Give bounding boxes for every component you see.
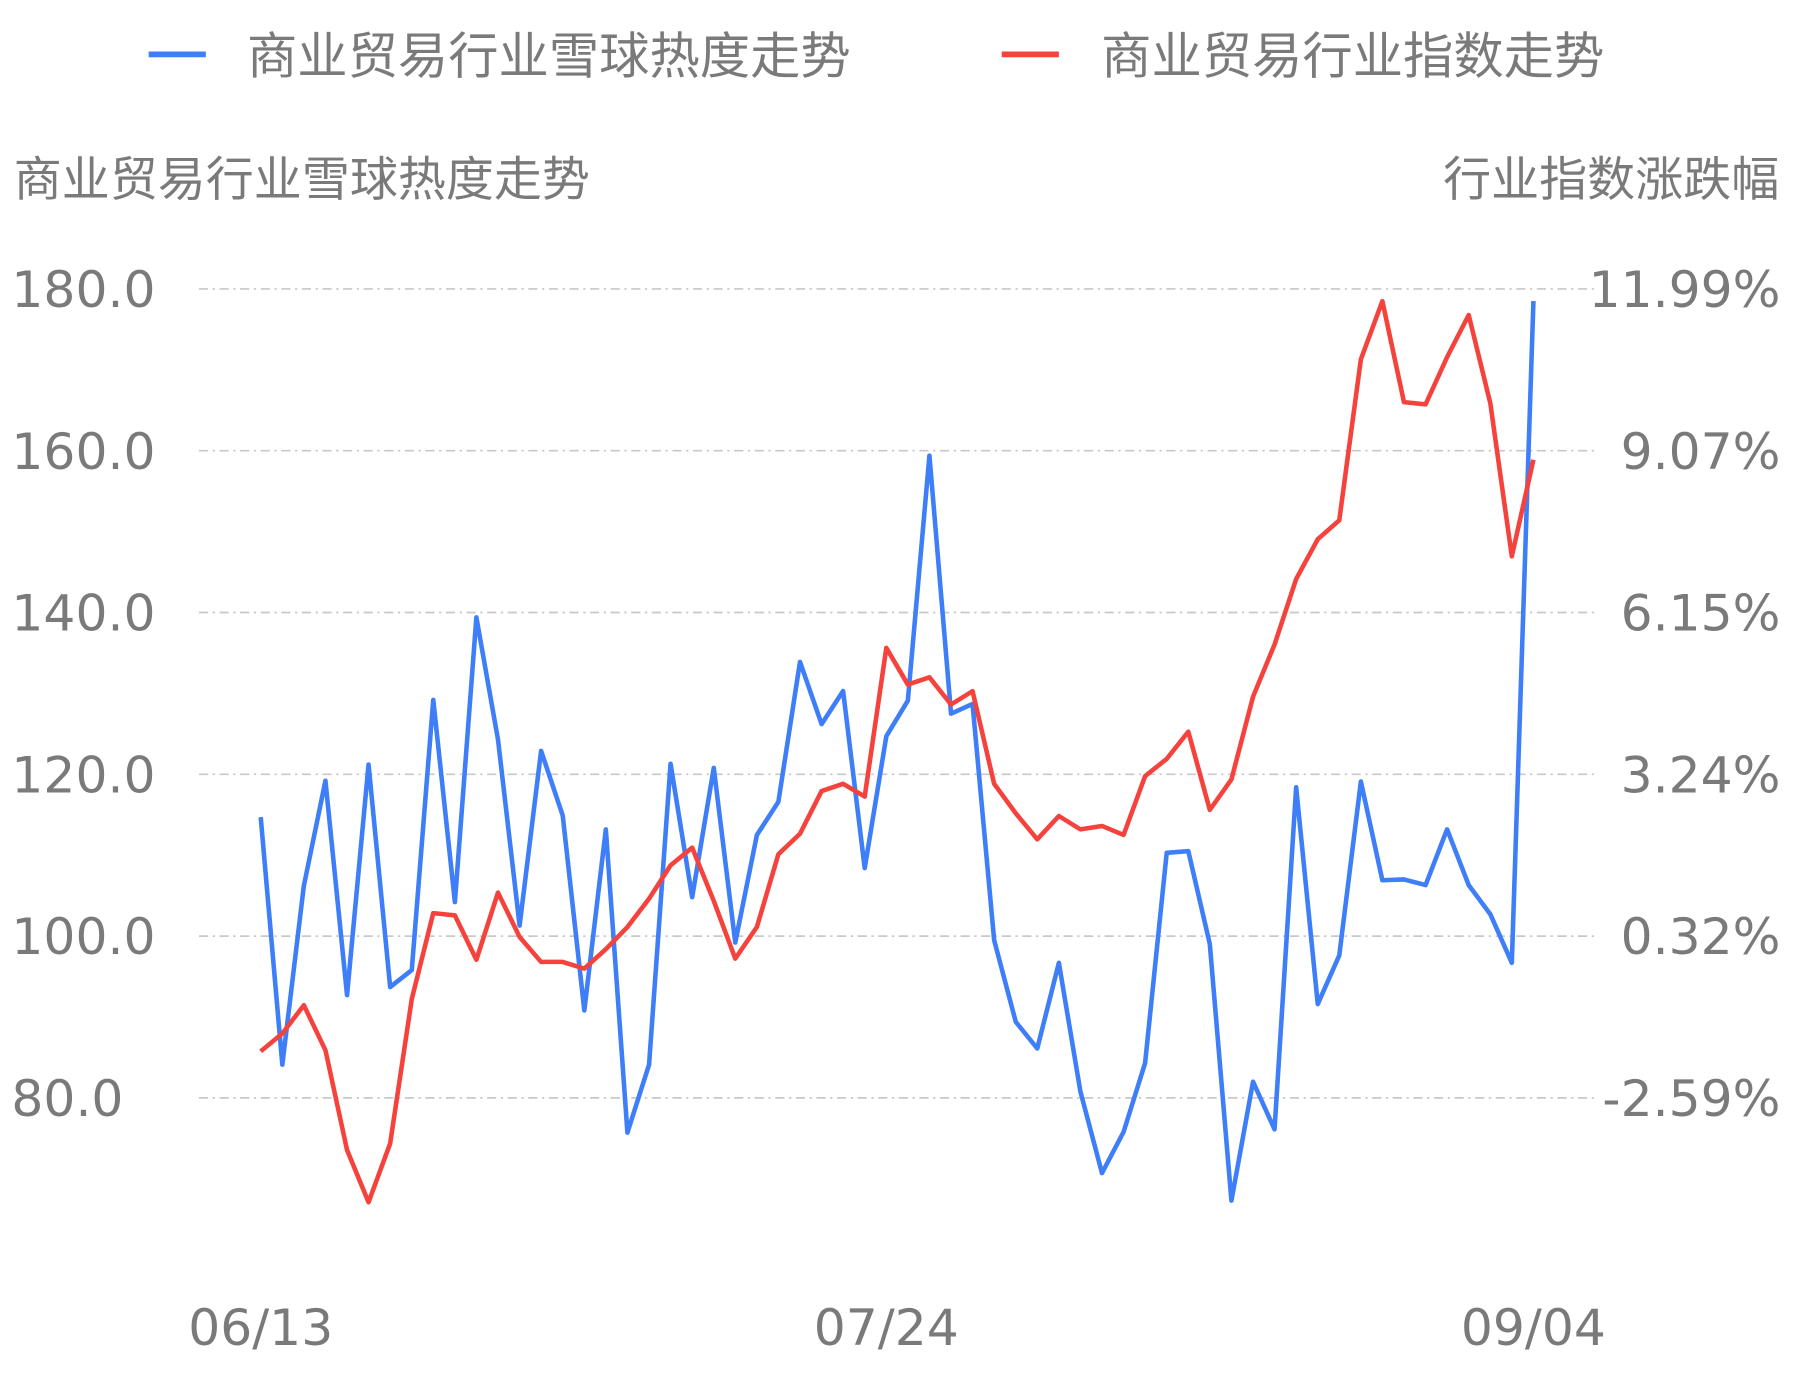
legend-label-heat: 商业贸易行业雪球热度走势 [247, 28, 851, 86]
gridlines [198, 288, 1597, 1099]
x-axis-ticks: 06/13 07/24 09/04 [188, 1299, 1606, 1357]
index-series-line [259, 298, 1536, 1205]
y-left-tick-label: 140.0 [11, 585, 155, 643]
legend: 商业贸易行业雪球热度走势 商业贸易行业指数走势 [148, 28, 1605, 86]
y-axis-right-ticks: 11.99% 9.07% 6.15% 3.24% 0.32% -2.59% [1589, 261, 1781, 1128]
y-axis-right-title: 行业指数涨跌幅 [1443, 153, 1779, 208]
y-left-tick-label: 160.0 [11, 423, 155, 481]
y-axis-left-title: 商业贸易行业雪球热度走势 [14, 153, 590, 208]
series-lines [258, 298, 1536, 1205]
legend-label-index: 商业贸易行业指数走势 [1101, 28, 1604, 86]
y-left-tick-label: 100.0 [11, 908, 155, 966]
legend-item-index[interactable]: 商业贸易行业指数走势 [1001, 28, 1605, 86]
y-left-tick-label: 80.0 [11, 1070, 123, 1128]
y-axis-left-ticks: 180.0 160.0 140.0 120.0 100.0 80.0 [11, 261, 155, 1128]
legend-item-heat[interactable]: 商业贸易行业雪球热度走势 [148, 28, 851, 86]
y-right-tick-label: 6.15% [1621, 585, 1781, 643]
y-right-tick-label: 3.24% [1621, 747, 1781, 805]
heat-series-line [258, 300, 1536, 1203]
y-left-tick-label: 120.0 [11, 747, 155, 805]
x-tick-label: 07/24 [814, 1299, 959, 1357]
y-left-tick-label: 180.0 [11, 261, 155, 319]
x-tick-label: 09/04 [1461, 1299, 1606, 1357]
y-right-tick-label: 0.32% [1621, 908, 1781, 966]
y-right-tick-label: 9.07% [1621, 423, 1781, 481]
y-right-tick-label: -2.59% [1602, 1070, 1780, 1128]
y-right-tick-label: 11.99% [1589, 261, 1781, 319]
x-tick-label: 06/13 [188, 1299, 333, 1357]
